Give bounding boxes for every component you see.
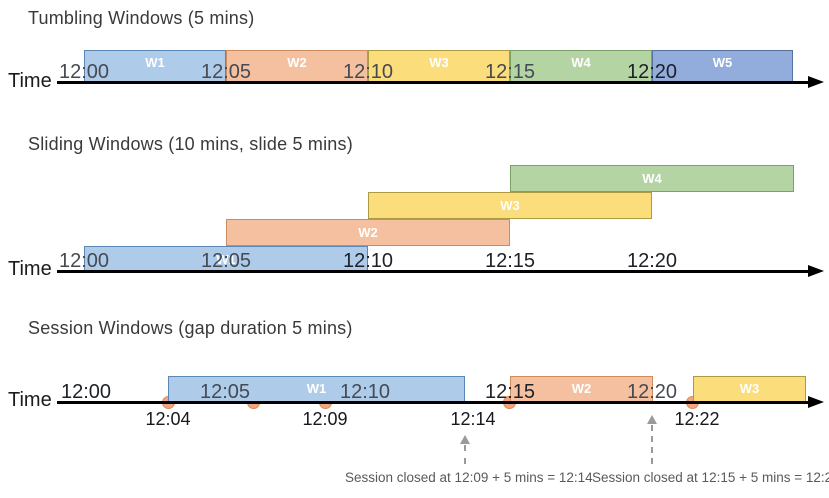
sliding-tick-12-15: 12:15 [484, 250, 536, 272]
session-tick-12-05: 12:05 [199, 381, 251, 403]
tumbling-tick-12-10: 12:10 [342, 61, 394, 83]
session-time-axis-label: Time [8, 389, 52, 411]
tumbling-tick-12-15: 12:15 [484, 61, 536, 83]
window-label: W3 [739, 381, 760, 396]
event-time-label-12-22: 12:22 [674, 409, 720, 429]
axis-arrowhead [808, 265, 824, 277]
tumbling-tick-12-00: 12:00 [58, 61, 110, 83]
event-time-label-12-04: 12:04 [145, 409, 191, 429]
session-tick-12-20: 12:20 [626, 381, 678, 403]
window-label: W2 [358, 224, 378, 240]
window-label: W1 [216, 251, 236, 267]
session-tick-12-10: 12:10 [339, 381, 391, 403]
session-window-w1: W1 [168, 376, 465, 403]
sliding-window-w2: W2 [226, 219, 510, 246]
axis-arrowhead [808, 76, 824, 88]
sliding-tick-12-05: 12:05 [200, 250, 252, 272]
session-close-annotation-1: Session closed at 12:09 + 5 mins = 12:14 [345, 470, 593, 485]
dashed-arrow-up-icon [647, 415, 657, 424]
session-tick-12-00: 12:00 [60, 381, 112, 403]
dashed-arrow-up-icon [460, 435, 470, 444]
session-tick-12-15: 12:15 [484, 381, 536, 403]
sliding-tick-12-10: 12:10 [342, 250, 394, 272]
window-label: W1 [306, 381, 327, 396]
window-label: W2 [571, 381, 592, 396]
window-label: W4 [642, 170, 662, 186]
sliding-tick-12-20: 12:20 [626, 250, 678, 272]
axis-arrowhead [808, 396, 824, 408]
session-window-w3: W3 [693, 376, 806, 403]
sliding-tick-12-00: 12:00 [58, 250, 110, 272]
session-close-annotation-2: Session closed at 12:15 + 5 mins = 12:20 [592, 470, 829, 485]
tumbling-tick-12-05: 12:05 [200, 61, 252, 83]
window-label: W5 [712, 55, 733, 70]
window-label: W2 [287, 55, 307, 70]
sliding-title: Sliding Windows (10 mins, slide 5 mins) [28, 134, 353, 154]
dashed-arrow-line [464, 445, 466, 464]
sliding-time-axis [57, 270, 810, 273]
session-title: Session Windows (gap duration 5 mins) [28, 318, 353, 338]
tumbling-window-w5: W5 [652, 50, 793, 84]
session-time-axis [57, 401, 810, 404]
window-label: W1 [145, 55, 165, 70]
sliding-window-w3: W3 [368, 192, 652, 219]
dashed-arrow-line [651, 425, 653, 464]
tumbling-time-axis-label: Time [8, 70, 52, 92]
tumbling-window-w3: W3 [368, 50, 510, 84]
tumbling-tick-12-20: 12:20 [626, 61, 678, 83]
sliding-window-w4: W4 [510, 165, 794, 192]
tumbling-window-w1: W1 [84, 50, 226, 84]
window-label: W4 [571, 55, 591, 70]
event-time-label-12-09: 12:09 [302, 409, 348, 429]
sliding-window-w1: W1 [84, 246, 368, 273]
window-label: W3 [500, 197, 520, 213]
session-window-w2: W2 [510, 376, 653, 403]
close-time-label-12-14: 12:14 [450, 409, 496, 429]
sliding-time-axis-label: Time [8, 258, 52, 280]
tumbling-title: Tumbling Windows (5 mins) [28, 8, 255, 28]
window-label: W3 [429, 55, 449, 70]
tumbling-time-axis [57, 81, 810, 84]
